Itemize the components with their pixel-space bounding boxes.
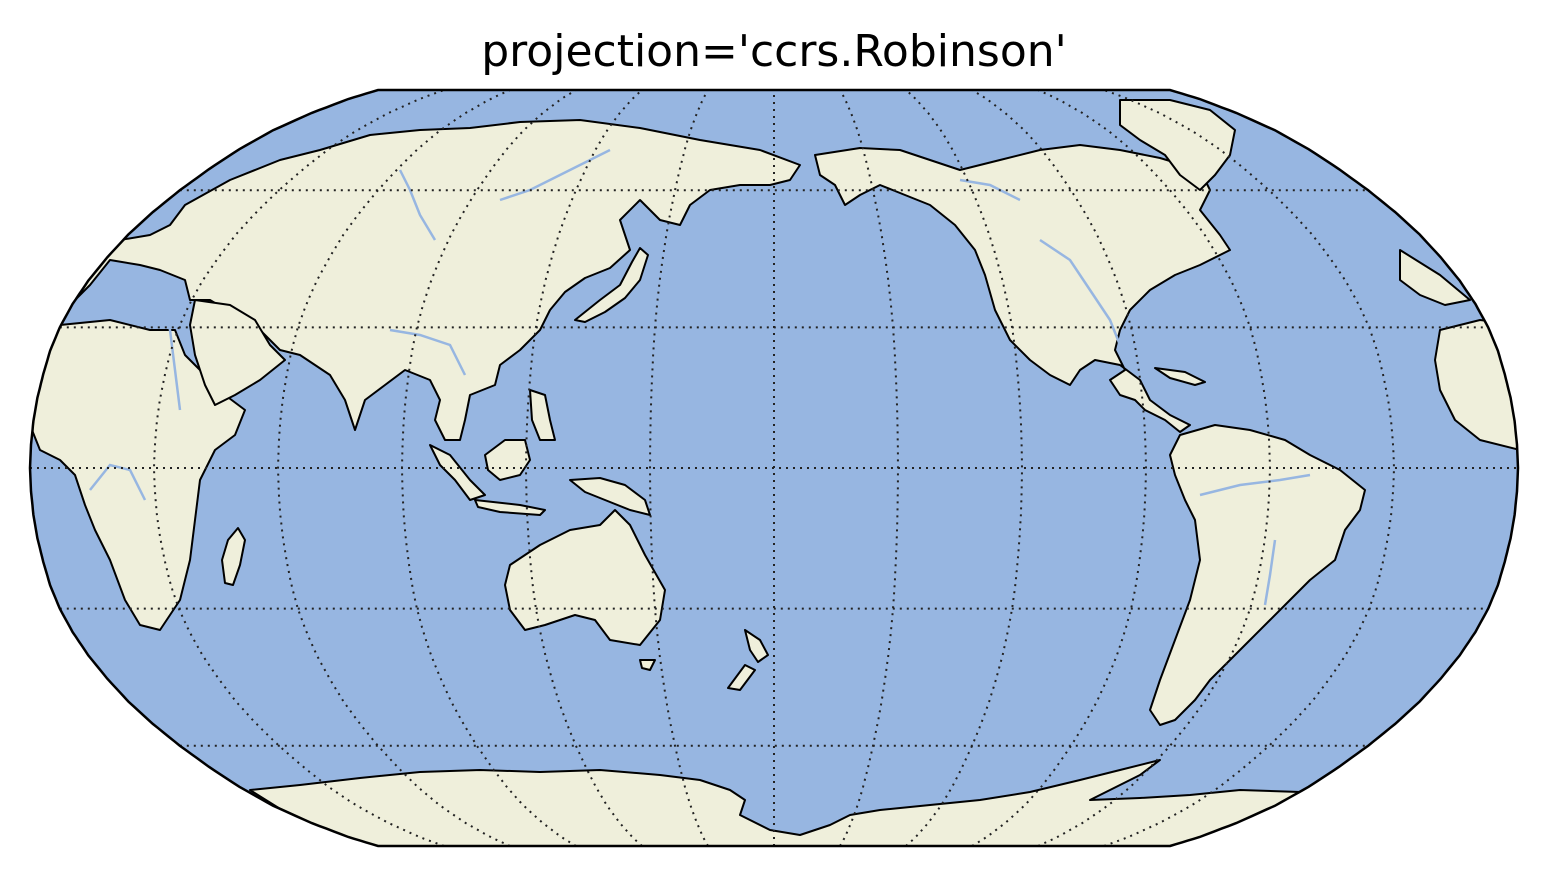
land-africa	[31, 319, 246, 631]
land-arabia	[189, 299, 286, 406]
meridian-gridline	[648, 90, 709, 846]
land-new-guinea	[569, 477, 651, 516]
land-europe-east-edge	[1399, 249, 1471, 306]
land-new-zealand	[727, 629, 769, 691]
map-frame	[28, 88, 1520, 848]
meridian-gridline	[971, 90, 1148, 846]
land-borneo	[484, 439, 531, 481]
map-title: projection='ccrs.Robinson'	[481, 26, 1067, 77]
land-eurasia	[69, 119, 801, 441]
land-philippines	[529, 389, 556, 441]
river	[1039, 238, 1122, 346]
land-south-america	[1149, 424, 1366, 726]
river	[389, 328, 467, 376]
river	[1199, 473, 1311, 497]
river	[959, 178, 1021, 202]
land-cuba	[1154, 367, 1206, 386]
river	[158, 289, 182, 411]
land-madagascar	[221, 527, 246, 586]
river	[89, 463, 147, 501]
gridlines-layer	[30, 90, 1518, 846]
land-layer	[31, 99, 1518, 846]
land-australia	[504, 509, 666, 646]
river	[398, 169, 437, 241]
river	[499, 148, 611, 202]
meridian-gridline	[276, 90, 511, 846]
land-north-america	[814, 144, 1231, 433]
land-japan	[574, 247, 649, 323]
land-greenland	[1119, 99, 1236, 191]
rivers-layer	[89, 148, 1311, 606]
land-tasmania	[639, 659, 656, 671]
river	[1263, 539, 1277, 606]
land-sumatra-java	[429, 444, 546, 516]
